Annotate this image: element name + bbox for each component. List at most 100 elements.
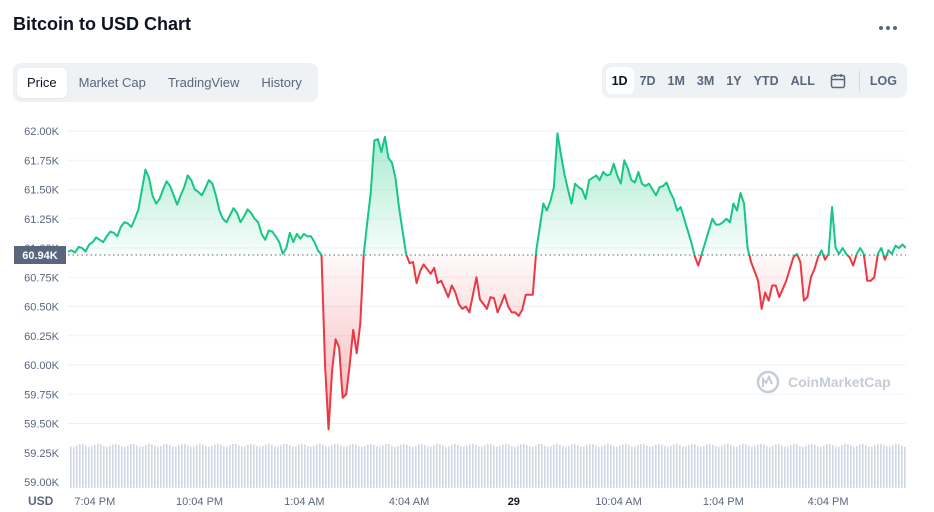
volume-bar bbox=[328, 446, 330, 488]
volume-bar bbox=[490, 444, 492, 488]
y-tick-label: 59.75K bbox=[24, 389, 60, 401]
volume-bar bbox=[709, 443, 711, 488]
log-scale-toggle[interactable]: LOG bbox=[869, 73, 897, 88]
y-tick-label: 60.25K bbox=[24, 331, 60, 343]
volume-bar bbox=[193, 446, 195, 488]
volume-bar bbox=[286, 444, 288, 488]
volume-bar bbox=[613, 446, 615, 488]
tab-price[interactable]: Price bbox=[17, 67, 67, 98]
volume-bar bbox=[769, 446, 771, 488]
range-1y-button[interactable]: 1Y bbox=[726, 73, 742, 88]
volume-bar bbox=[757, 444, 759, 488]
range-1d-button[interactable]: 1D bbox=[605, 67, 634, 94]
volume-bar bbox=[829, 443, 831, 488]
calendar-button[interactable] bbox=[821, 67, 855, 94]
volume-bar bbox=[403, 443, 405, 488]
volume-bar bbox=[856, 446, 858, 488]
volume-bar bbox=[622, 444, 624, 488]
y-tick-label: 59.25K bbox=[24, 448, 60, 460]
volume-bar bbox=[118, 444, 120, 488]
volume-bar bbox=[334, 443, 336, 488]
volume-bar bbox=[661, 444, 663, 488]
volume-bar bbox=[91, 446, 93, 488]
volume-bar bbox=[646, 445, 648, 488]
tab-market-cap[interactable]: Market Cap bbox=[78, 75, 146, 90]
volume-bar bbox=[559, 444, 561, 488]
volume-bar bbox=[688, 445, 690, 488]
volume-bar bbox=[592, 444, 594, 488]
volume-bar bbox=[754, 446, 756, 488]
volume-bar bbox=[232, 444, 234, 488]
volume-bar bbox=[241, 446, 243, 488]
volume-bar bbox=[895, 443, 897, 488]
volume-bar bbox=[571, 444, 573, 488]
volume-bar bbox=[172, 446, 174, 488]
y-tick-label: 61.75K bbox=[24, 155, 60, 167]
volume-bar bbox=[667, 446, 669, 488]
x-tick-label: 10:04 PM bbox=[176, 496, 223, 508]
volume-bar bbox=[439, 444, 441, 488]
volume-bar bbox=[121, 446, 123, 488]
volume-bar bbox=[871, 446, 873, 488]
volume-bar bbox=[664, 446, 666, 488]
volume-bar bbox=[319, 443, 321, 488]
current-price-tag: 60.94K bbox=[14, 246, 66, 265]
volume-bar bbox=[841, 445, 843, 488]
range-3m-button[interactable]: 3M bbox=[696, 73, 715, 88]
volume-bar bbox=[217, 443, 219, 488]
range-ytd-button[interactable]: YTD bbox=[753, 73, 779, 88]
volume-bar bbox=[346, 446, 348, 488]
volume-bar bbox=[550, 446, 552, 488]
range-7d-button[interactable]: 7D bbox=[639, 73, 656, 88]
volume-bar bbox=[148, 443, 150, 488]
tab-tradingview[interactable]: TradingView bbox=[167, 75, 240, 90]
volume-bar bbox=[721, 445, 723, 488]
volume-bar bbox=[433, 445, 435, 488]
volume-bar bbox=[859, 444, 861, 488]
volume-bar bbox=[292, 446, 294, 488]
range-1m-button[interactable]: 1M bbox=[667, 73, 685, 88]
volume-bar bbox=[607, 443, 609, 488]
range-all-button[interactable]: ALL bbox=[790, 73, 815, 88]
tab-history[interactable]: History bbox=[261, 75, 302, 90]
more-options-button[interactable] bbox=[878, 22, 898, 34]
volume-bar bbox=[691, 443, 693, 488]
volume-bar bbox=[388, 444, 390, 488]
volume-bar bbox=[484, 445, 486, 488]
y-tick-label: 61.25K bbox=[24, 214, 60, 226]
volume-bar bbox=[298, 444, 300, 488]
volume-bar bbox=[784, 446, 786, 488]
volume-bar bbox=[817, 446, 819, 488]
volume-bar bbox=[151, 444, 153, 488]
volume-bar bbox=[205, 445, 207, 488]
volume-bar bbox=[340, 445, 342, 488]
volume-bar bbox=[532, 446, 534, 488]
volume-bar bbox=[259, 446, 261, 488]
volume-bar bbox=[604, 444, 606, 488]
volume-bar bbox=[574, 443, 576, 488]
volume-bar bbox=[793, 443, 795, 488]
volume-bar bbox=[289, 445, 291, 488]
volume-bar bbox=[145, 444, 147, 488]
volume-bar bbox=[463, 446, 465, 488]
volume-bar bbox=[70, 446, 72, 488]
more-dot-icon bbox=[886, 26, 890, 30]
volume-bar bbox=[850, 445, 852, 488]
volume-bar bbox=[739, 445, 741, 488]
volume-bar bbox=[799, 445, 801, 488]
volume-bar bbox=[577, 445, 579, 488]
volume-bar bbox=[181, 444, 183, 488]
volume-bar bbox=[88, 446, 90, 488]
page-title: Bitcoin to USD Chart bbox=[13, 14, 191, 34]
volume-bar bbox=[517, 445, 519, 488]
volume-bar bbox=[862, 443, 864, 488]
volume-bar bbox=[466, 445, 468, 488]
volume-bar bbox=[523, 443, 525, 488]
volume-bar bbox=[424, 445, 426, 488]
volume-bar bbox=[115, 443, 117, 488]
x-tick-label: 1:04 AM bbox=[284, 496, 324, 508]
volume-bar bbox=[184, 444, 186, 488]
volume-bar bbox=[631, 446, 633, 488]
volume-bar bbox=[295, 446, 297, 488]
